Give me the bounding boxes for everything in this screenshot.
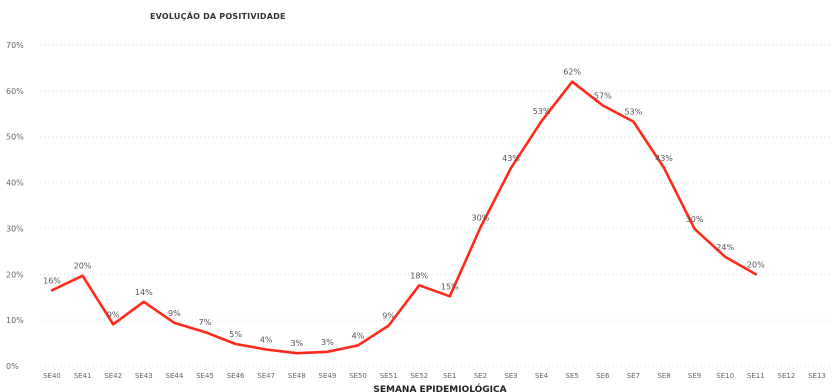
data-label: 53%: [533, 107, 551, 116]
data-label: 7%: [199, 318, 212, 327]
data-label: 18%: [410, 271, 428, 280]
x-tick-label: SE3: [504, 372, 517, 380]
data-label: 5%: [229, 330, 242, 339]
x-tick-label: SE12: [778, 372, 796, 380]
x-tick-label: SE6: [596, 372, 610, 380]
y-axis: 0% 10% 20% 30% 40% 50% 60% 70%: [6, 41, 24, 371]
x-tick-label: SE1: [443, 372, 456, 380]
x-tick-label: SE47: [257, 372, 275, 380]
x-tick-label: SE5: [566, 372, 579, 380]
data-label: 3%: [290, 339, 303, 348]
x-tick-label: SE4: [535, 372, 549, 380]
x-tick-label: SE13: [808, 372, 826, 380]
y-tick-label: 20%: [6, 270, 24, 279]
x-tick-label: SE51: [380, 372, 398, 380]
y-tick-label: 30%: [6, 224, 24, 233]
data-label: 43%: [502, 154, 520, 163]
y-tick-label: 70%: [6, 41, 24, 50]
x-axis: SE40 SE41 SE42 SE43 SE44 SE45 SE46 SE47 SE48 SE49…: [43, 372, 826, 380]
series-line-positividade: [50, 80, 758, 355]
x-tick-label: SE40: [43, 372, 61, 380]
data-label: 57%: [594, 92, 612, 101]
y-tick-label: 50%: [6, 133, 24, 142]
data-labels: 16% 20% 9% 14% 9% 7% 5% 4% 3% 3% 4% 9% 18% 15% 30% 43% 5…: [43, 68, 765, 354]
x-tick-label: SE10: [716, 372, 734, 380]
data-label: 14%: [135, 288, 153, 297]
data-label: 4%: [260, 335, 273, 344]
data-label: 16%: [43, 276, 61, 285]
x-tick-label: SE52: [410, 372, 428, 380]
x-tick-label: SE49: [319, 372, 337, 380]
chart-title: EVOLUÇÃO DA POSITIVIDADE: [150, 12, 286, 21]
x-tick-label: SE45: [196, 372, 214, 380]
data-label: 20%: [74, 262, 92, 271]
data-label: 4%: [352, 331, 365, 340]
data-label: 43%: [655, 154, 673, 163]
y-tick-label: 60%: [6, 87, 24, 96]
data-label: 24%: [716, 243, 734, 252]
data-label: 9%: [107, 310, 120, 319]
x-tick-label: SE8: [657, 372, 670, 380]
data-label: 15%: [441, 282, 459, 291]
y-tick-label: 0%: [6, 362, 19, 371]
x-tick-label: SE48: [288, 372, 306, 380]
data-label: 20%: [747, 260, 765, 269]
x-tick-label: SE11: [747, 372, 765, 380]
y-tick-label: 40%: [6, 179, 24, 188]
data-label: 53%: [625, 108, 643, 117]
x-tick-label: SE50: [349, 372, 367, 380]
x-tick-label: SE7: [627, 372, 640, 380]
x-tick-label: SE9: [688, 372, 701, 380]
x-tick-label: SE2: [474, 372, 487, 380]
data-label: 9%: [168, 309, 181, 318]
x-axis-title: SEMANA EPIDEMIOLÓGICA: [373, 383, 506, 392]
x-tick-label: SE44: [166, 372, 184, 380]
x-tick-label: SE41: [74, 372, 92, 380]
data-label: 62%: [563, 68, 581, 77]
data-label: 9%: [382, 312, 395, 321]
series-line: [50, 80, 758, 355]
grid-lines: [40, 44, 832, 367]
y-tick-label: 10%: [6, 316, 24, 325]
data-label: 3%: [321, 338, 334, 347]
x-tick-label: SE43: [135, 372, 153, 380]
data-label: 30%: [472, 214, 490, 223]
x-tick-label: SE42: [104, 372, 122, 380]
data-label: 30%: [686, 215, 704, 224]
x-tick-label: SE46: [227, 372, 245, 380]
